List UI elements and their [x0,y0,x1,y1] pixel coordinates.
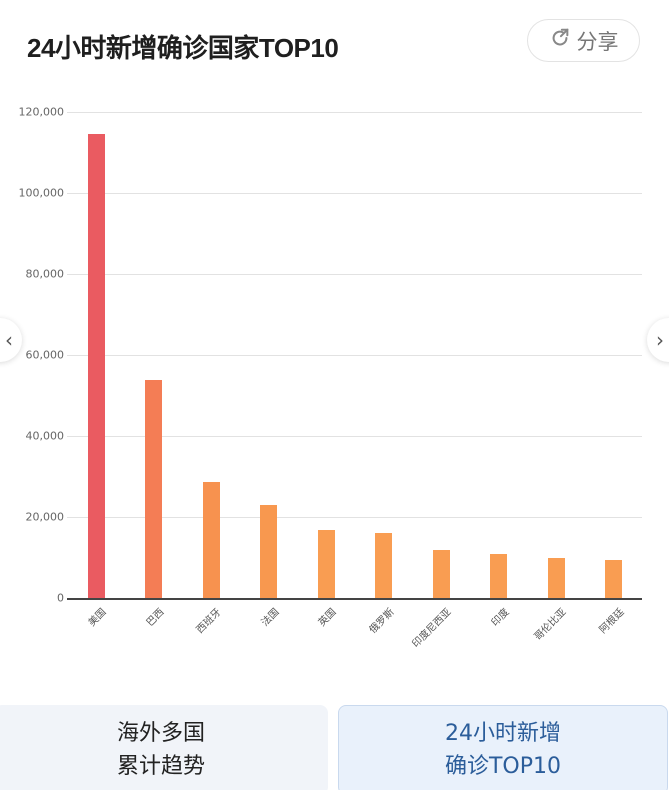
tab-label-line1: 海外多国 [116,721,205,746]
share-icon [549,27,571,54]
x-axis-line [67,598,642,600]
y-tick-label: 20,000 [25,510,65,524]
chart-tabs: 海外多国 累计趋势 24小时新增 确诊TOP10 [0,705,669,790]
bar-6[interactable] [432,550,450,598]
x-tick-label: 印度 [489,606,512,629]
tab-label-line2: 确诊TOP10 [444,754,562,779]
y-tick-label: 100,000 [18,186,65,200]
share-label: 分享 [576,29,619,54]
page-title: 24小时新增确诊国家TOP10 [27,33,339,63]
gridline [67,436,642,437]
y-tick-label: 80,000 [25,267,65,281]
y-tick-label: 0 [57,591,64,605]
y-tick-label: 60,000 [25,348,65,362]
chevron-left-icon: ‹ [5,328,13,352]
x-tick-label: 印度尼西亚 [410,606,454,650]
share-button[interactable]: 分享 [527,19,640,62]
gridline [67,274,642,275]
x-tick-label: 俄罗斯 [367,606,397,636]
gridline [67,193,642,194]
chevron-right-icon: › [656,328,664,352]
bar-3[interactable] [260,504,277,598]
prev-chart-button[interactable]: ‹ [0,318,22,362]
bar-4[interactable] [317,529,335,598]
y-tick-label: 120,000 [18,105,65,119]
x-tick-label: 美国 [86,606,109,629]
gridline [67,112,642,113]
bar-1[interactable] [145,380,162,598]
bar-8[interactable] [547,557,565,598]
x-tick-label: 哥伦比亚 [532,606,569,643]
x-tick-label: 英国 [316,606,339,629]
y-tick-label: 40,000 [25,429,65,443]
bar-5[interactable] [375,533,392,598]
gridline [67,517,642,518]
tab-label-line2: 累计趋势 [116,754,205,779]
bar-9[interactable] [605,559,622,598]
bar-0[interactable] [87,133,105,598]
gridline [67,355,642,356]
tab-24h-new-top10[interactable]: 24小时新增 确诊TOP10 [338,705,668,790]
bar-7[interactable] [490,553,507,598]
tab-overseas-cumulative-trend[interactable]: 海外多国 累计趋势 [0,705,328,790]
x-tick-label: 西班牙 [194,606,224,636]
x-tick-label: 法国 [259,606,282,629]
bar-2[interactable] [202,482,220,598]
x-tick-label: 巴西 [144,606,167,629]
next-chart-button[interactable]: › [647,318,669,362]
bar-chart: 0 20,000 40,000 60,000 80,000 100,000 120,000 美… [0,90,669,690]
tab-label-line1: 24小时新增 [445,721,561,746]
x-tick-label: 阿根廷 [597,606,627,636]
